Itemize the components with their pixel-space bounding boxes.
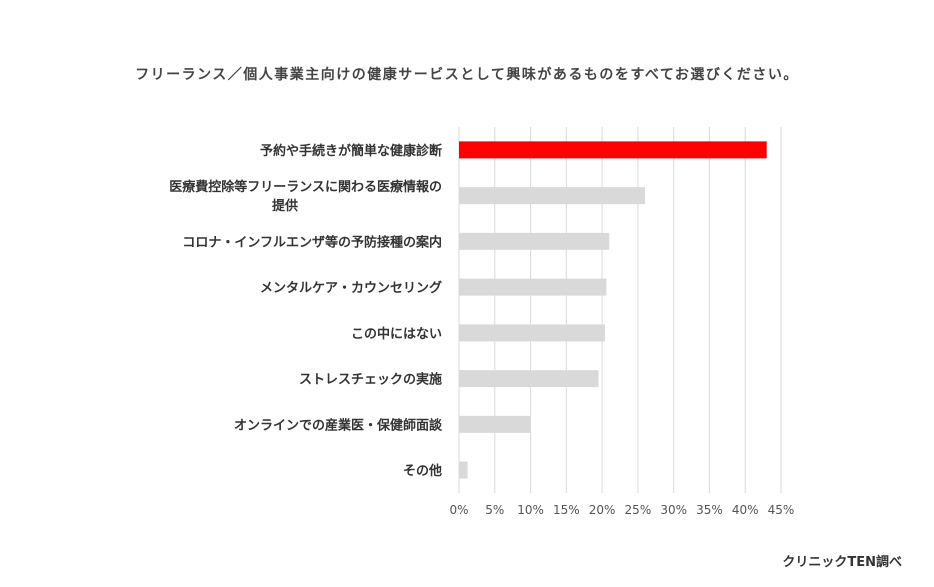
x-tick-label: 10% xyxy=(517,503,544,517)
x-tick-label: 40% xyxy=(732,503,759,517)
category-label: 医療費控除等フリーランスに関わる医療情報の提供 xyxy=(169,179,442,214)
category-label: この中にはない xyxy=(351,326,442,342)
x-tick-label: 30% xyxy=(660,503,687,517)
bar xyxy=(459,415,531,433)
category-label: コロナ・インフルエンザ等の予防接種の案内 xyxy=(182,234,442,250)
bar xyxy=(459,187,646,205)
chart-title: フリーランス／個人事業主向けの健康サービスとして興味があるものをすべてお選びくだ… xyxy=(135,67,799,83)
bar xyxy=(459,141,767,159)
x-tick-label: 15% xyxy=(553,503,580,517)
category-label: 予約や手続きが簡単な健康診断 xyxy=(260,143,442,159)
x-tick-label: 5% xyxy=(485,503,504,517)
source-note: クリニックTEN調べ xyxy=(782,555,902,570)
category-label: オンラインでの産業医・保健師面談 xyxy=(234,417,443,433)
category-label: メンタルケア・カウンセリング xyxy=(260,280,442,296)
x-tick-label: 20% xyxy=(589,503,616,517)
bar xyxy=(459,278,607,296)
x-tick-label: 35% xyxy=(696,503,723,517)
category-label-line: 予約や手続きが簡単な健康診断 xyxy=(260,143,442,159)
x-tick-label: 25% xyxy=(625,503,652,517)
x-tick-label: 0% xyxy=(449,503,468,517)
category-label: ストレスチェックの実施 xyxy=(299,372,442,388)
bar xyxy=(459,461,468,479)
category-label-line: その他 xyxy=(403,463,442,479)
x-tick-label: 45% xyxy=(768,503,795,517)
category-label-line: メンタルケア・カウンセリング xyxy=(260,280,442,296)
bar xyxy=(459,370,599,388)
category-label-line: この中にはない xyxy=(351,326,442,342)
bar xyxy=(459,324,605,342)
bar xyxy=(459,232,610,250)
category-label-line: 提供 xyxy=(272,198,298,214)
category-label: その他 xyxy=(403,463,442,479)
category-label-line: コロナ・インフルエンザ等の予防接種の案内 xyxy=(182,234,442,250)
category-label-line: オンラインでの産業医・保健師面談 xyxy=(234,417,443,433)
category-label-line: 医療費控除等フリーランスに関わる医療情報の xyxy=(169,179,442,195)
category-label-line: ストレスチェックの実施 xyxy=(299,372,442,388)
